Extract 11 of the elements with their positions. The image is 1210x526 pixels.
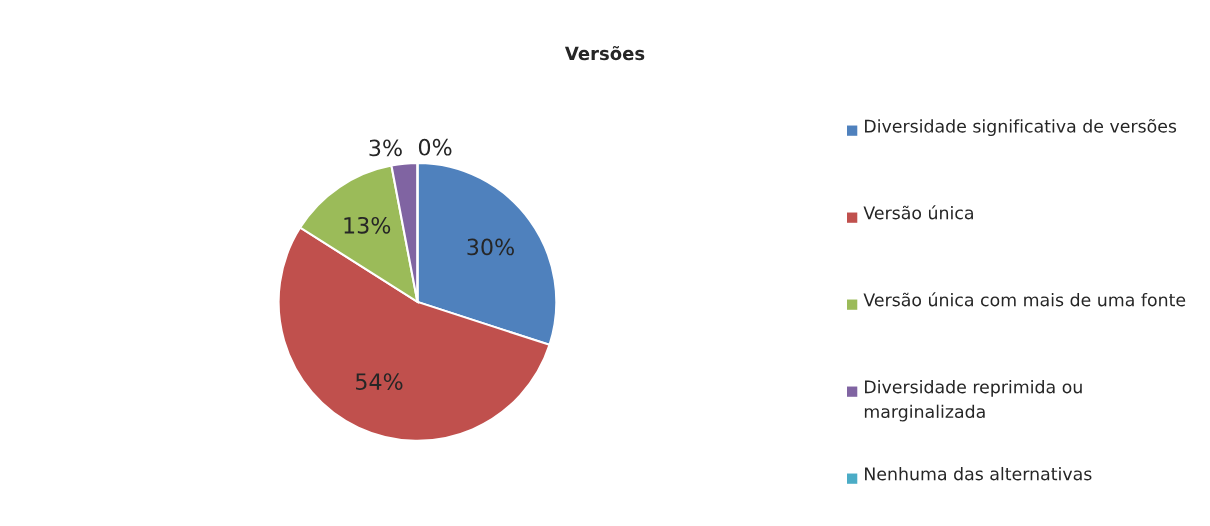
legend-label: Nenhuma das alternativas	[865, 466, 1092, 481]
legend-label: Versão única com mais de uma fonte	[863, 292, 1186, 307]
data-label: 30%	[467, 238, 514, 256]
legend-label: Diversidade reprimida ou marginalizada	[864, 379, 1082, 422]
text: 0%	[418, 138, 452, 156]
data-label: 3%	[369, 139, 402, 157]
chart-title: Versões	[564, 45, 645, 61]
legend-label: Diversidade significativa de versões	[865, 118, 1177, 137]
data-label: 54%	[356, 373, 403, 391]
data-label: 13%	[344, 216, 391, 234]
legend-label: Versão única	[863, 205, 973, 220]
